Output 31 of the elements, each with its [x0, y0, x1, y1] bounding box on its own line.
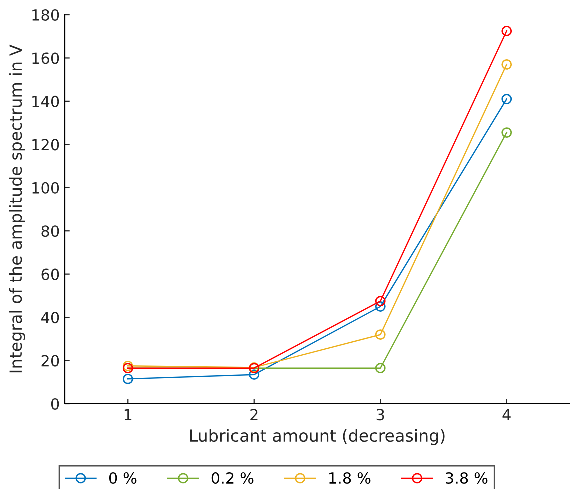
point	[502, 94, 512, 104]
y-tick-label: 60	[42, 268, 60, 280]
x-tick-label: 4	[502, 409, 511, 420]
point	[375, 330, 386, 340]
point	[502, 128, 512, 138]
y-tick-label: 80	[42, 226, 60, 238]
y-tick-label: 20	[42, 355, 60, 367]
y-tick-label: 160	[32, 52, 60, 64]
x-tick-label: 2	[250, 409, 258, 420]
y-tick-label: 180	[32, 9, 60, 22]
point	[122, 374, 134, 384]
point	[375, 302, 386, 312]
point	[122, 360, 134, 372]
x-tick-label: 3	[376, 409, 384, 421]
legend-label: 0 %	[109, 472, 137, 484]
x-axis-title: Lubricant amount (decreasing)	[190, 429, 445, 446]
point	[375, 296, 386, 307]
x-tick-label: 1	[124, 409, 132, 420]
y-tick-label: 140	[32, 96, 60, 108]
y-tick-label: 0	[51, 398, 60, 410]
legend-label: 1.8 %	[330, 472, 371, 484]
y-tick-label: 40	[41, 312, 60, 324]
legend-label: 0.2 %	[212, 472, 254, 484]
legend-label: 3.8 %	[446, 472, 488, 484]
point	[502, 59, 512, 70]
y-tick-label: 120	[32, 139, 60, 151]
y-axis-title: Integral of the amplitude spectrum in V	[9, 44, 26, 373]
point	[375, 363, 386, 374]
point	[249, 370, 260, 380]
y-tick-label: 100	[32, 182, 60, 194]
point	[502, 26, 512, 36]
